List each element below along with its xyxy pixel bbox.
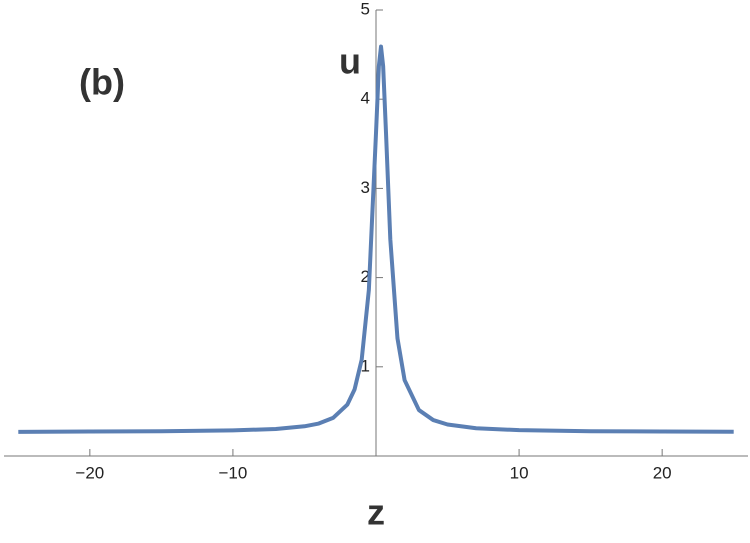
y-tick-label: 3 [361, 178, 370, 197]
x-tick-label: −20 [75, 463, 104, 482]
line-series [18, 44, 734, 434]
x-axis-label: z [367, 492, 385, 533]
x-tick-label: 20 [653, 463, 672, 482]
panel-label: (b) [79, 62, 125, 103]
y-axis-label: u [339, 41, 361, 82]
y-tick-label: 2 [361, 267, 370, 286]
y-tick-label: 5 [361, 0, 370, 18]
y-tick-label: 4 [361, 89, 370, 108]
x-tick-label: −10 [219, 463, 248, 482]
y-tick-label: 1 [361, 356, 370, 375]
x-tick-label: 10 [510, 463, 529, 482]
